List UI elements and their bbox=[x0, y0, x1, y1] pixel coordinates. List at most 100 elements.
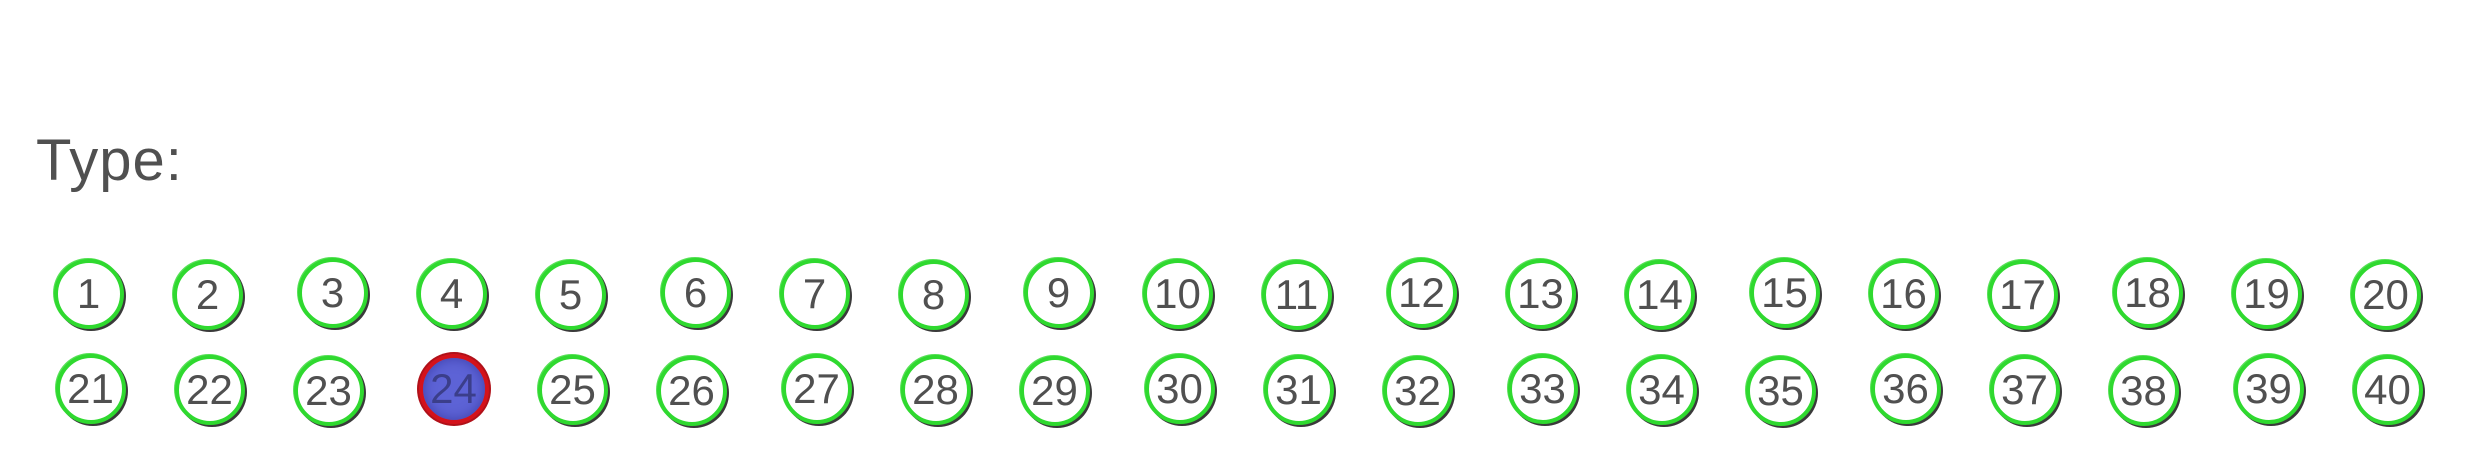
bubble-number: 15 bbox=[1761, 269, 1808, 316]
bubble-number: 4 bbox=[439, 270, 464, 317]
choice-bubble-11[interactable]: 11 bbox=[1261, 260, 1332, 330]
choice-bubble-19[interactable]: 19 bbox=[2231, 259, 2302, 329]
bubble-number: 9 bbox=[1046, 269, 1071, 316]
choice-bubble-37[interactable]: 37 bbox=[1989, 355, 2060, 425]
choice-bubble-27[interactable]: 27 bbox=[781, 354, 852, 424]
bubble-number: 25 bbox=[549, 366, 596, 413]
bubble-cell: 19 bbox=[2206, 248, 2327, 340]
choice-bubble-32[interactable]: 32 bbox=[1382, 356, 1453, 426]
bubble-number: 34 bbox=[1638, 366, 1685, 413]
choice-bubble-36[interactable]: 36 bbox=[1870, 354, 1941, 424]
bubble-number: 20 bbox=[2362, 271, 2409, 318]
bubble-cell: 14 bbox=[1601, 248, 1722, 340]
bubble-number: 18 bbox=[2124, 269, 2171, 316]
choice-bubble-25[interactable]: 25 bbox=[537, 355, 608, 425]
bubble-number: 29 bbox=[1031, 367, 1078, 414]
choice-bubble-26[interactable]: 26 bbox=[656, 356, 727, 426]
choice-bubble-30[interactable]: 30 bbox=[1144, 354, 1215, 424]
choice-bubble-22[interactable]: 22 bbox=[174, 355, 245, 425]
choice-bubble-14[interactable]: 14 bbox=[1624, 260, 1695, 330]
bubble-cell: 30 bbox=[1117, 344, 1238, 436]
choice-bubble-28[interactable]: 28 bbox=[900, 355, 971, 425]
choice-bubble-40[interactable]: 40 bbox=[2352, 355, 2423, 425]
choice-bubble-17[interactable]: 17 bbox=[1987, 260, 2058, 330]
bubble-cell: 20 bbox=[2327, 248, 2448, 340]
bubble-number: 33 bbox=[1519, 365, 1566, 412]
choice-bubble-23[interactable]: 23 bbox=[293, 356, 364, 426]
bubble-cell: 25 bbox=[512, 344, 633, 436]
bubble-cell: 35 bbox=[1722, 344, 1843, 436]
bubble-number: 14 bbox=[1636, 271, 1683, 318]
bubble-cell: 12 bbox=[1359, 248, 1480, 340]
bubble-number: 40 bbox=[2364, 366, 2411, 413]
bubble-number: 16 bbox=[1880, 270, 1927, 317]
bubble-number: 30 bbox=[1156, 365, 1203, 412]
bubble-cell: 29 bbox=[996, 344, 1117, 436]
choice-bubble-9[interactable]: 9 bbox=[1023, 258, 1094, 328]
bubble-cell: 26 bbox=[633, 344, 754, 436]
bubble-number: 21 bbox=[67, 365, 114, 412]
bubble-cell: 7 bbox=[754, 248, 875, 340]
choice-bubble-16[interactable]: 16 bbox=[1868, 259, 1939, 329]
choice-bubble-5[interactable]: 5 bbox=[535, 260, 606, 330]
choice-bubble-35[interactable]: 35 bbox=[1745, 356, 1816, 426]
bubble-cell: 18 bbox=[2085, 248, 2206, 340]
choice-bubble-20[interactable]: 20 bbox=[2350, 260, 2421, 330]
bubble-number: 1 bbox=[76, 270, 101, 317]
bubble-number: 27 bbox=[793, 365, 840, 412]
choice-bubble-15[interactable]: 15 bbox=[1749, 258, 1820, 328]
bubble-cell: 31 bbox=[1238, 344, 1359, 436]
choice-bubble-2[interactable]: 2 bbox=[172, 260, 243, 330]
bubble-number: 28 bbox=[912, 366, 959, 413]
bubble-number: 17 bbox=[1999, 271, 2046, 318]
bubble-cell: 37 bbox=[1964, 344, 2085, 436]
choice-bubble-31[interactable]: 31 bbox=[1263, 355, 1334, 425]
choice-bubble-24[interactable]: 24 bbox=[418, 354, 489, 424]
choice-bubble-1[interactable]: 1 bbox=[53, 259, 124, 329]
bubble-cell: 5 bbox=[512, 248, 633, 340]
bubble-cell: 32 bbox=[1359, 344, 1480, 436]
choice-bubble-33[interactable]: 33 bbox=[1507, 354, 1578, 424]
bubble-cell: 40 bbox=[2327, 344, 2448, 436]
bubble-grid: 1 2 3 4 5 6 7 8 9 10 11 12 13 14 15 16 17 18 19 20 21 22 23 24 2… bbox=[28, 248, 2448, 428]
choice-bubble-4[interactable]: 4 bbox=[416, 259, 487, 329]
choice-bubble-3[interactable]: 3 bbox=[297, 258, 368, 328]
choice-bubble-6[interactable]: 6 bbox=[660, 258, 731, 328]
choice-bubble-29[interactable]: 29 bbox=[1019, 356, 1090, 426]
bubble-cell: 36 bbox=[1843, 344, 1964, 436]
bubble-cell: 11 bbox=[1238, 248, 1359, 340]
bubble-cell: 2 bbox=[149, 248, 270, 340]
bubble-cell: 39 bbox=[2206, 344, 2327, 436]
bubble-number: 19 bbox=[2243, 270, 2290, 317]
bubble-cell: 38 bbox=[2085, 344, 2206, 436]
bubble-number: 35 bbox=[1757, 367, 1804, 414]
choice-bubble-12[interactable]: 12 bbox=[1386, 258, 1457, 328]
bubble-cell: 34 bbox=[1601, 344, 1722, 436]
bubble-number: 31 bbox=[1275, 366, 1322, 413]
bubble-number: 8 bbox=[921, 271, 946, 318]
bubble-number: 22 bbox=[186, 366, 233, 413]
choice-bubble-39[interactable]: 39 bbox=[2233, 354, 2304, 424]
bubble-number: 38 bbox=[2120, 367, 2167, 414]
bubble-number: 6 bbox=[683, 269, 708, 316]
choice-bubble-34[interactable]: 34 bbox=[1626, 355, 1697, 425]
bubble-number: 12 bbox=[1398, 269, 1445, 316]
bubble-cell: 16 bbox=[1843, 248, 1964, 340]
choice-bubble-7[interactable]: 7 bbox=[779, 259, 850, 329]
bubble-cell: 10 bbox=[1117, 248, 1238, 340]
bubble-number: 10 bbox=[1154, 270, 1201, 317]
choice-bubble-13[interactable]: 13 bbox=[1505, 259, 1576, 329]
choice-bubble-21[interactable]: 21 bbox=[55, 354, 126, 424]
choice-bubble-10[interactable]: 10 bbox=[1142, 259, 1213, 329]
choice-bubble-38[interactable]: 38 bbox=[2108, 356, 2179, 426]
bubble-cell: 24 bbox=[391, 344, 512, 436]
choice-bubble-8[interactable]: 8 bbox=[898, 260, 969, 330]
bubble-cell: 6 bbox=[633, 248, 754, 340]
bubble-cell: 21 bbox=[28, 344, 149, 436]
bubble-number: 7 bbox=[802, 270, 827, 317]
bubble-number: 24 bbox=[430, 365, 477, 412]
bubble-cell: 13 bbox=[1480, 248, 1601, 340]
type-label: Type: bbox=[36, 128, 183, 193]
bubble-cell: 4 bbox=[391, 248, 512, 340]
choice-bubble-18[interactable]: 18 bbox=[2112, 258, 2183, 328]
